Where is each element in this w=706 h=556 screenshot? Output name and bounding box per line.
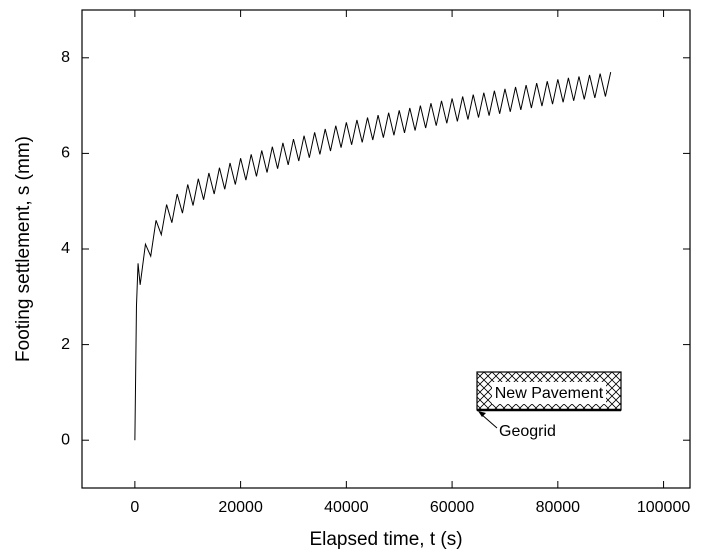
x-axis-title: Elapsed time, t (s) <box>309 529 462 550</box>
y-tick-label: 0 <box>61 431 70 448</box>
y-axis-title: Footing settlement, s (mm) <box>13 136 34 362</box>
annotation: New Pavement <box>495 385 604 402</box>
y-tick-label: 6 <box>61 145 70 162</box>
pavement-label-bg <box>492 382 606 404</box>
annotation-arrow <box>480 413 498 429</box>
annotation: Geogrid <box>499 423 556 440</box>
y-tick-label: 2 <box>61 336 70 353</box>
x-tick-label: 20000 <box>218 499 263 516</box>
x-tick-label: 80000 <box>536 499 581 516</box>
data-line <box>134 72 612 441</box>
x-tick-label: 40000 <box>324 499 369 516</box>
x-tick-label: 0 <box>130 499 139 516</box>
y-tick-label: 8 <box>61 49 70 66</box>
x-tick-label: 100000 <box>637 499 690 516</box>
arrow-head <box>478 411 486 417</box>
y-tick-label: 4 <box>61 240 70 257</box>
x-tick-label: 60000 <box>430 499 475 516</box>
